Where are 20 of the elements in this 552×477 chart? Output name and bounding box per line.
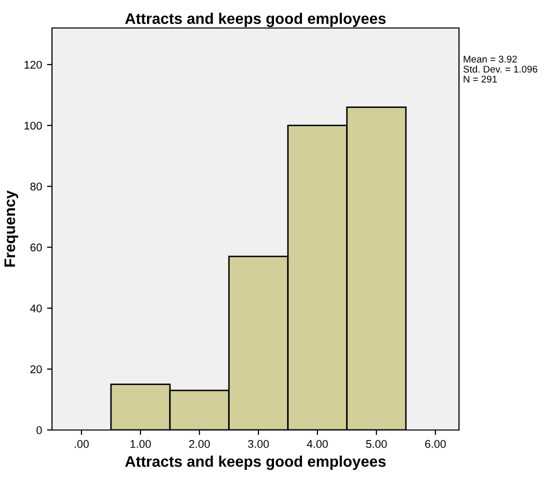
- x-axis-title: Attracts and keeps good employees: [125, 456, 386, 470]
- x-tick-label: 6.00: [425, 440, 446, 448]
- x-tick-label: 1.00: [130, 440, 151, 448]
- chart-title: Attracts and keeps good employees: [125, 12, 386, 28]
- y-tick-label: 60: [30, 244, 42, 252]
- y-tick-label: 40: [30, 304, 42, 312]
- y-tick-label: 0: [36, 426, 42, 434]
- text: Std. Dev. = 1.096: [463, 65, 538, 73]
- y-tick-label: 120: [24, 60, 42, 69]
- x-tick-label: 3.00: [248, 440, 269, 448]
- y-tick-label: 100: [24, 122, 42, 130]
- text: Mean = 3.92: [464, 56, 517, 63]
- y-axis-title: Frequency: [4, 190, 18, 267]
- x-tick-label: 4.00: [306, 440, 328, 448]
- text: N = 291: [464, 76, 497, 83]
- x-tick-label: .00: [74, 440, 89, 448]
- x-tick-label: 5.00: [366, 440, 387, 448]
- y-tick-label: 80: [30, 182, 42, 190]
- y-tick-label: 20: [30, 365, 42, 374]
- x-tick-label: 2.00: [189, 440, 210, 448]
